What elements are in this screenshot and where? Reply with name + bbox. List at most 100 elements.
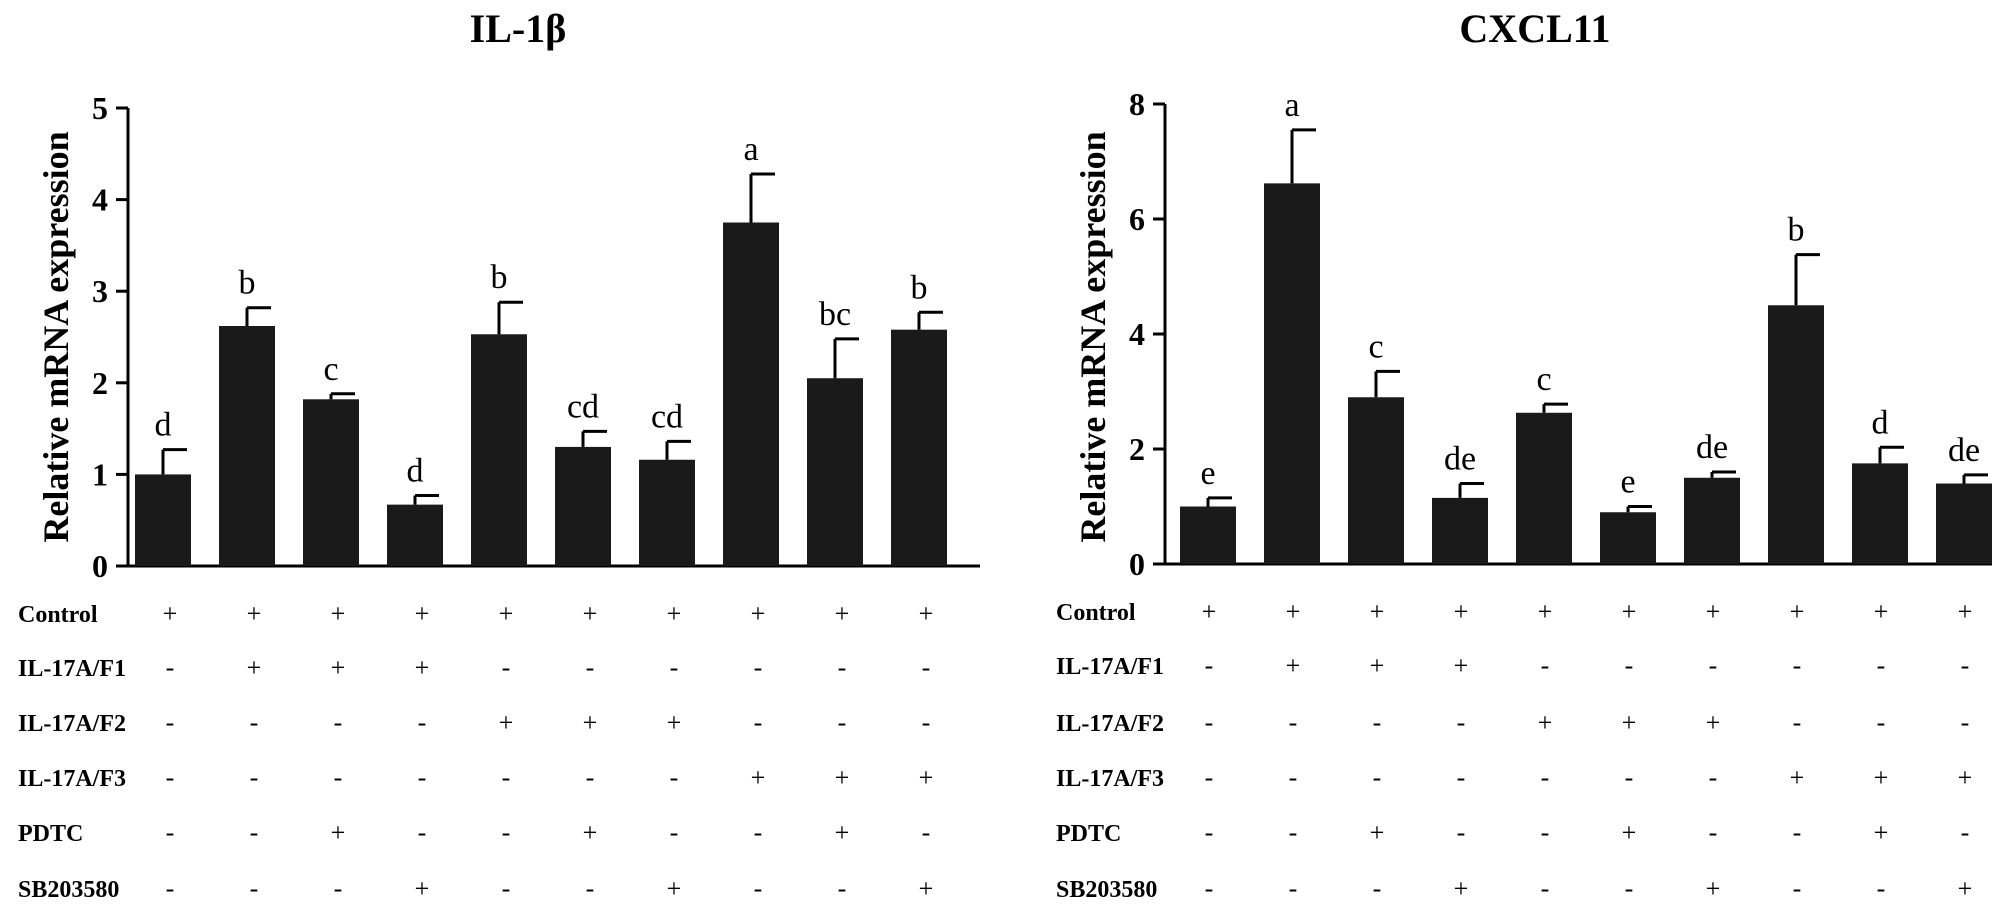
treatment-sign: + bbox=[1622, 818, 1637, 847]
treatment-sign: + bbox=[1454, 597, 1469, 626]
treatment-table: Control + + + + + + + + + + IL-17A/F1 - + + + - - - - - - IL-1… bbox=[1056, 597, 1972, 903]
treatment-sign: + bbox=[835, 763, 850, 792]
treatment-label: Control bbox=[18, 602, 98, 628]
treatment-sign: - bbox=[1457, 763, 1466, 792]
treatment-sign: - bbox=[1457, 708, 1466, 737]
treatment-sign: - bbox=[1205, 818, 1214, 847]
significance-letter: c bbox=[1368, 328, 1383, 365]
treatment-sign: - bbox=[334, 708, 343, 737]
treatment-sign: - bbox=[166, 708, 175, 737]
chart-cxcl11: CXCL11 Relative mRNA expression 0 2 4 6 8 e a… bbox=[1056, 6, 1992, 903]
treatment-sign: - bbox=[250, 708, 259, 737]
treatment-sign: + bbox=[415, 874, 430, 903]
treatment-sign: - bbox=[1793, 651, 1802, 680]
treatment-sign: - bbox=[1793, 708, 1802, 737]
treatment-sign: - bbox=[1793, 818, 1802, 847]
treatment-label: PDTC bbox=[1056, 821, 1121, 847]
treatment-sign: + bbox=[1958, 597, 1973, 626]
treatment-sign: + bbox=[1538, 597, 1553, 626]
treatment-label: SB203580 bbox=[18, 877, 119, 903]
significance-letter: a bbox=[743, 131, 758, 168]
treatment-sign: + bbox=[1706, 874, 1721, 903]
treatment-sign: + bbox=[667, 874, 682, 903]
bar bbox=[723, 222, 779, 566]
treatment-sign: + bbox=[1706, 597, 1721, 626]
treatment-sign: - bbox=[1625, 874, 1634, 903]
treatment-sign: - bbox=[1961, 708, 1970, 737]
bar bbox=[471, 334, 527, 566]
treatment-sign: - bbox=[166, 653, 175, 682]
bar bbox=[1936, 483, 1992, 564]
treatment-sign: - bbox=[1373, 708, 1382, 737]
treatment-label: IL-17A/F2 bbox=[18, 711, 126, 737]
significance-letter: d bbox=[1872, 404, 1889, 441]
bar bbox=[1516, 412, 1572, 564]
treatment-sign: + bbox=[1538, 708, 1553, 737]
treatment-sign: + bbox=[583, 599, 598, 628]
significance-letter: e bbox=[1200, 455, 1215, 492]
treatment-label: IL-17A/F3 bbox=[18, 766, 126, 792]
treatment-sign: - bbox=[1205, 708, 1214, 737]
y-tick-label: 1 bbox=[92, 456, 108, 492]
significance-letter: d bbox=[155, 407, 172, 444]
treatment-sign: - bbox=[418, 818, 427, 847]
treatment-label: IL-17A/F3 bbox=[1056, 766, 1164, 792]
treatment-sign: - bbox=[838, 874, 847, 903]
treatment-sign: + bbox=[751, 599, 766, 628]
y-tick-label: 3 bbox=[92, 273, 108, 309]
treatment-sign: - bbox=[922, 818, 931, 847]
treatment-sign: - bbox=[502, 818, 511, 847]
treatment-label: IL-17A/F2 bbox=[1056, 711, 1164, 737]
treatment-sign: - bbox=[502, 653, 511, 682]
y-tick-label: 2 bbox=[92, 365, 108, 401]
bar bbox=[639, 459, 695, 566]
treatment-label: SB203580 bbox=[1056, 877, 1157, 903]
treatment-sign: + bbox=[751, 763, 766, 792]
treatment-sign: - bbox=[670, 818, 679, 847]
significance-letter: bc bbox=[819, 296, 851, 333]
treatment-sign: - bbox=[1373, 763, 1382, 792]
treatment-sign: + bbox=[499, 599, 514, 628]
treatment-sign: + bbox=[1286, 651, 1301, 680]
significance-letter: cd bbox=[651, 398, 683, 435]
bar bbox=[135, 474, 191, 566]
treatment-sign: + bbox=[1454, 874, 1469, 903]
significance-letter: e bbox=[1620, 464, 1635, 501]
y-tick-label: 4 bbox=[1129, 316, 1145, 352]
y-axis-ticks: 0 1 2 3 4 5 bbox=[92, 90, 128, 584]
treatment-sign: + bbox=[1874, 597, 1889, 626]
significance-letter: b bbox=[911, 269, 928, 306]
treatment-sign: + bbox=[1874, 818, 1889, 847]
treatment-sign: + bbox=[667, 599, 682, 628]
treatment-sign: - bbox=[418, 708, 427, 737]
treatment-sign: + bbox=[1874, 763, 1889, 792]
treatment-sign: + bbox=[1286, 597, 1301, 626]
significance-letter: d bbox=[407, 452, 424, 489]
treatment-sign: - bbox=[754, 653, 763, 682]
y-tick-label: 6 bbox=[1129, 201, 1145, 237]
treatment-sign: - bbox=[1877, 651, 1886, 680]
treatment-sign: + bbox=[1202, 597, 1217, 626]
treatment-sign: - bbox=[1541, 651, 1550, 680]
treatment-sign: + bbox=[1370, 818, 1385, 847]
treatment-sign: - bbox=[838, 708, 847, 737]
bar bbox=[1180, 506, 1236, 564]
treatment-sign: + bbox=[247, 599, 262, 628]
treatment-sign: - bbox=[1625, 763, 1634, 792]
treatment-sign: - bbox=[586, 763, 595, 792]
treatment-sign: - bbox=[754, 708, 763, 737]
treatment-sign: - bbox=[1709, 763, 1718, 792]
treatment-sign: + bbox=[331, 818, 346, 847]
y-tick-label: 5 bbox=[92, 90, 108, 126]
treatment-sign: + bbox=[1622, 708, 1637, 737]
treatment-sign: - bbox=[1289, 708, 1298, 737]
treatment-sign: + bbox=[499, 708, 514, 737]
treatment-sign: - bbox=[670, 653, 679, 682]
treatment-sign: - bbox=[922, 653, 931, 682]
treatment-sign: - bbox=[334, 874, 343, 903]
treatment-sign: - bbox=[1289, 818, 1298, 847]
significance-letter: b bbox=[239, 265, 256, 302]
treatment-sign: - bbox=[334, 763, 343, 792]
treatment-sign: + bbox=[919, 599, 934, 628]
treatment-sign: - bbox=[1541, 818, 1550, 847]
